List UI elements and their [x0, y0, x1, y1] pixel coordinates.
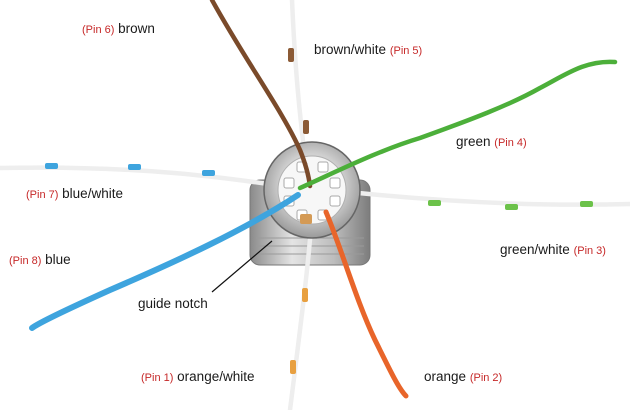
guide-notch-text: guide notch — [138, 296, 208, 311]
pin4-number: (Pin 4) — [494, 137, 527, 149]
label-guide-notch: guide notch — [138, 296, 208, 312]
pin6-number: (Pin 6) — [82, 24, 115, 36]
wire-orange — [323, 209, 409, 399]
pin4-color: green — [456, 134, 491, 149]
pin5-color: brown/white — [314, 42, 387, 57]
pin7-number: (Pin 7) — [26, 189, 59, 201]
label-pin2: orange (Pin 2) — [424, 369, 502, 386]
label-pin8: (Pin 8) blue — [9, 252, 71, 269]
guide-notch-pointer — [211, 240, 273, 293]
pin7-color: blue/white — [62, 186, 123, 201]
pin2-color: orange — [424, 369, 467, 384]
wire-blue-white — [0, 165, 298, 191]
pin1-color: orange/white — [177, 369, 255, 384]
label-pin7: (Pin 7) blue/white — [26, 186, 123, 203]
label-pin3: green/white (Pin 3) — [500, 242, 606, 259]
label-pin6: (Pin 6) brown — [82, 21, 155, 38]
pin8-color: blue — [45, 252, 71, 267]
wire-green — [297, 59, 618, 191]
pin5-number: (Pin 5) — [389, 45, 423, 57]
connector-face — [263, 141, 361, 239]
pin8-number: (Pin 8) — [9, 255, 42, 267]
pin3-number: (Pin 3) — [573, 245, 606, 257]
pin3-color: green/white — [500, 242, 570, 257]
pin2-number: (Pin 2) — [469, 372, 503, 384]
wire-blue — [29, 192, 301, 331]
wire-stripes — [45, 48, 593, 374]
wire-brown — [209, 0, 313, 189]
label-pin1: (Pin 1) orange/white — [141, 369, 254, 386]
label-pin5: brown/white (Pin 5) — [314, 42, 422, 59]
pin6-color: brown — [118, 21, 155, 36]
label-pin4: green (Pin 4) — [456, 134, 527, 151]
pin1-number: (Pin 1) — [141, 372, 174, 384]
